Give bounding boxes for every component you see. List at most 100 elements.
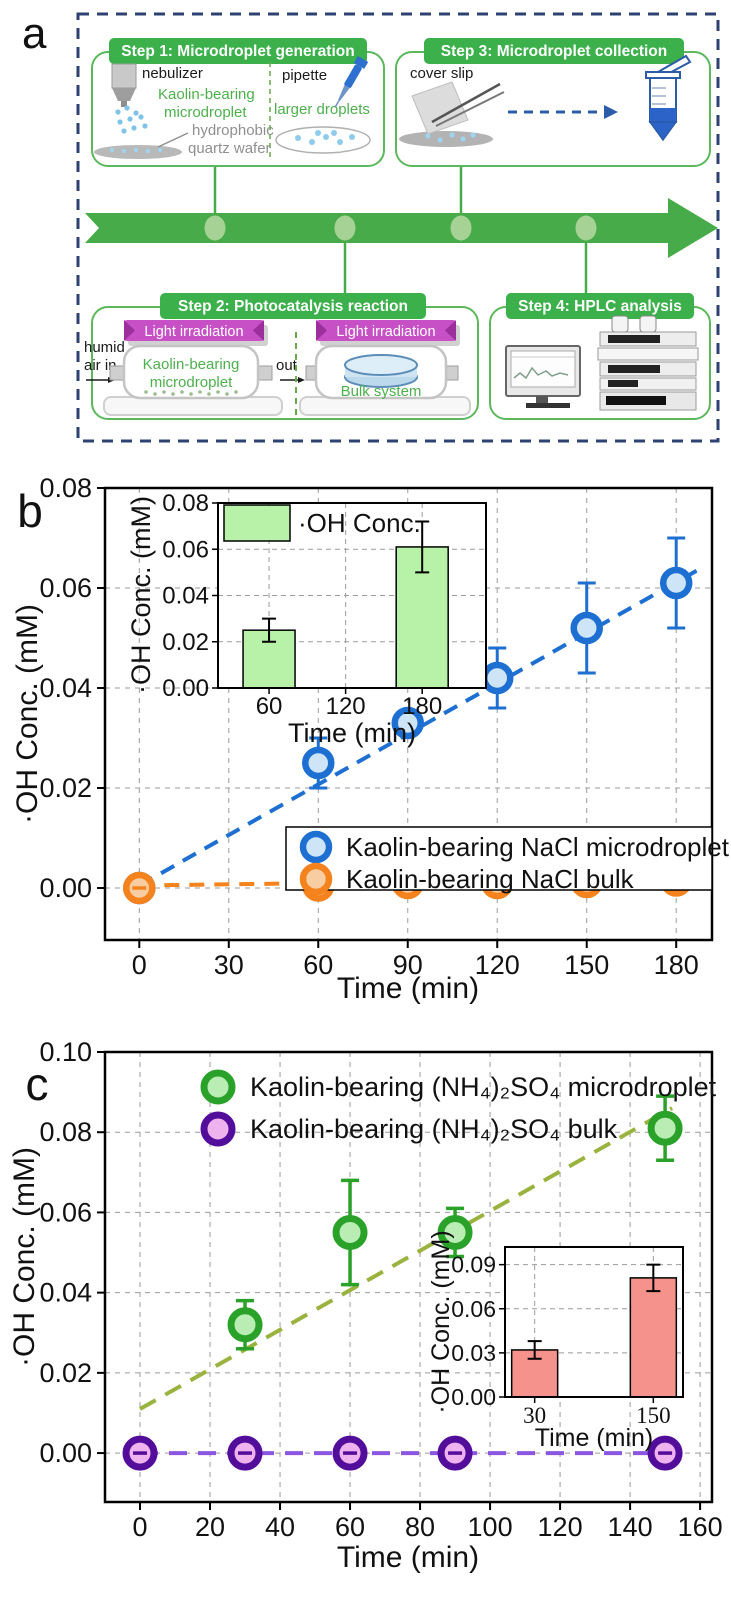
pipette-icon	[334, 55, 369, 108]
light-irradiation-label-left: Light irradiation	[144, 324, 243, 340]
inset-y-tick-label: 0.08	[162, 490, 209, 517]
bulk-chamber-icon	[299, 344, 471, 416]
inset-border	[504, 1246, 684, 1398]
step4-title: Step 4: HPLC analysis	[518, 298, 682, 315]
light-irradiation-banner-left: Light irradiation	[124, 320, 268, 346]
step4-header	[506, 293, 694, 319]
inset-bar	[629, 1277, 678, 1398]
x-tick-label: 140	[608, 1512, 653, 1542]
air-in-label: air in	[84, 357, 117, 374]
y-axis-label: ·OH Conc. (mM)	[8, 1147, 41, 1367]
hplc-instrument-icon	[597, 315, 699, 411]
data-point	[437, 1214, 473, 1250]
panel-a-dashed-border	[76, 12, 720, 443]
transfer-arrow	[508, 105, 618, 119]
pipette-label: pipette	[282, 67, 327, 84]
inset-y-tick-label: 0.00	[451, 1384, 496, 1410]
x-axis-label: Time (min)	[337, 1541, 479, 1574]
timeline-dots	[204, 215, 597, 241]
inset-legend-label: ·OH Conc.	[298, 508, 421, 538]
x-tick-label: 100	[468, 1512, 513, 1542]
x-tick-label: 0	[132, 950, 147, 980]
centrifuge-tube-icon	[645, 54, 692, 142]
y-tick-label: 0.00	[39, 1438, 92, 1468]
step2-title: Step 2: Photocatalysis reaction	[178, 298, 408, 315]
panel-letter: b	[17, 485, 43, 537]
legend-marker	[200, 1111, 236, 1147]
microdroplet-chamber-icon	[103, 344, 283, 416]
step1-title: Step 1: Microdroplet generation	[121, 43, 354, 60]
data-point	[227, 1307, 263, 1343]
inset-legend-swatch	[223, 504, 291, 542]
spray-droplets-icon	[115, 105, 148, 134]
timeline-arrow	[85, 198, 718, 258]
data-point	[391, 706, 425, 740]
x-tick-label: 180	[654, 950, 699, 980]
step4-box: Step 4: HPLC analysis	[489, 293, 711, 420]
droplet-dish-icon	[275, 126, 371, 154]
step2-box: Step 2: Photocatalysis reaction Light ir…	[84, 293, 479, 420]
data-point	[302, 746, 335, 780]
cover-slip-label: cover slip	[410, 65, 473, 82]
humid-label: humid	[84, 339, 125, 356]
plot-border	[103, 1050, 714, 1504]
inset-x-axis-label: Time (min)	[535, 1424, 654, 1452]
panel-letter: c	[26, 1058, 49, 1110]
y-tick-label: 0.00	[39, 873, 92, 903]
inset-y-tick-label: 0.06	[162, 536, 209, 563]
x-tick-label: 20	[195, 1512, 225, 1542]
chamber-kaolin-label-1: Kaolin-bearing	[143, 356, 240, 373]
computer-monitor-icon	[505, 345, 581, 408]
x-tick-label: 90	[393, 950, 423, 980]
inset-y-tick-label: 0.03	[451, 1340, 496, 1366]
nebulizer-icon	[111, 63, 137, 107]
y-tick-label: 0.04	[39, 1278, 92, 1308]
step1-header	[109, 38, 367, 64]
kaolin-microdroplet-label-1: Kaolin-bearing	[158, 86, 255, 103]
inset-x-tick-label: 120	[326, 693, 366, 720]
step1-box: Step 1: Microdroplet generation nebulize…	[91, 38, 385, 167]
panel-a-letter: a	[22, 9, 47, 58]
light-irradiation-banner-right: Light irradiation	[316, 320, 460, 346]
legend-label: Kaolin-bearing NaCl bulk	[346, 864, 635, 894]
legend-marker	[200, 1069, 236, 1105]
step3-box: Step 3: Microdroplet collection cover sl…	[395, 38, 711, 167]
larger-droplets-label: larger droplets	[274, 101, 370, 118]
inset-y-axis-label: ·OH Conc. (mM)	[427, 1230, 455, 1413]
timeline-connectors	[213, 166, 588, 295]
x-tick-label: 150	[564, 950, 609, 980]
bulk-system-label: Bulk system	[341, 383, 422, 400]
hydrophobic-label: hydrophobic	[192, 122, 274, 139]
x-tick-label: 60	[303, 950, 333, 980]
inset-y-tick-label: 0.00	[162, 675, 209, 702]
inset-x-tick-label: 60	[256, 693, 283, 720]
step2-header	[160, 293, 426, 319]
legend-label: Kaolin-bearing (NH₄)₂SO₄ bulk	[250, 1114, 618, 1144]
quartz-wafer-icon	[94, 132, 189, 159]
y-tick-label: 0.04	[39, 673, 92, 703]
nebulizer-label: nebulizer	[142, 65, 203, 82]
kaolin-microdroplet-label-2: microdroplet	[164, 104, 247, 121]
step3-header	[424, 38, 684, 64]
data-point	[570, 611, 603, 645]
inset-x-tick-label: 150	[636, 1403, 671, 1428]
x-tick-label: 160	[678, 1512, 723, 1542]
legend-box	[285, 826, 713, 891]
x-tick-label: 120	[538, 1512, 583, 1542]
panel-b-chart: 0 30 60 90 120 150 180 0.00 0.02 0.04 0.06 0.08 Time…	[11, 473, 730, 1005]
panel-a-schematic: a Step 1: Microdroplet generation	[22, 9, 720, 443]
inset-y-axis-label: ·OH Conc. (mM)	[126, 496, 156, 694]
quartz-wafer-label: quartz wafer	[188, 140, 271, 157]
x-tick-label: 80	[405, 1512, 435, 1542]
data-point	[480, 661, 514, 695]
trend-line	[138, 568, 699, 888]
y-axis-label: ·OH Conc. (mM)	[11, 604, 44, 824]
legend-label: Kaolin-bearing NaCl microdroplet	[346, 832, 730, 862]
legend-label: Kaolin-bearing (NH₄)₂SO₄ microdroplet	[250, 1072, 717, 1102]
y-tick-label: 0.06	[39, 573, 92, 603]
y-tick-label: 0.02	[39, 773, 92, 803]
panel-c-chart: 0 20 40 60 80 100 120 140 160 0.00 0.02 0.04 0.06 0.0…	[8, 1037, 723, 1574]
y-tick-label: 0.08	[39, 1117, 92, 1147]
x-tick-label: 30	[214, 950, 244, 980]
